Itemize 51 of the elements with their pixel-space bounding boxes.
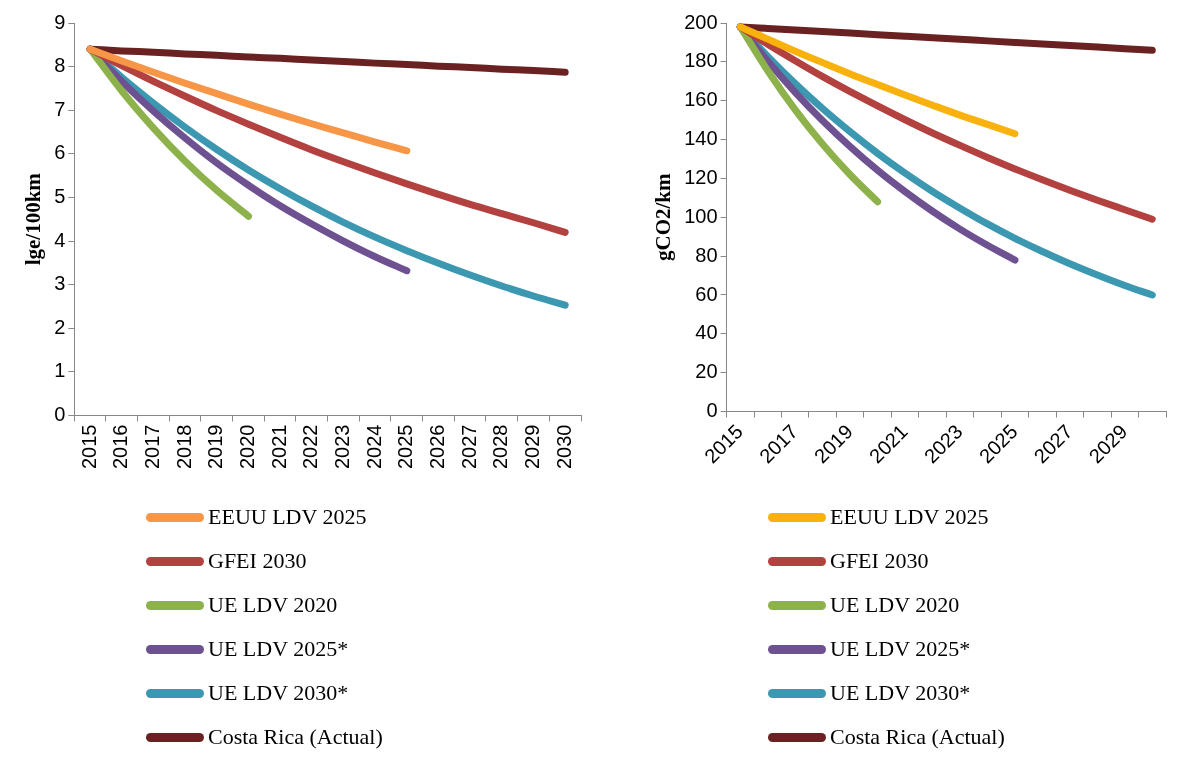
y-tick-label: 120 bbox=[684, 165, 718, 188]
x-tick-label: 2024 bbox=[362, 424, 385, 470]
y-tick-label: 80 bbox=[695, 243, 718, 266]
legend-label: Costa Rica (Actual) bbox=[208, 724, 383, 750]
legend-label: EEUU LDV 2025 bbox=[208, 504, 367, 530]
y-tick-label: 140 bbox=[684, 127, 718, 150]
x-tick-label: 2025 bbox=[394, 424, 417, 470]
y-tick-label: 7 bbox=[54, 97, 66, 120]
y-tick-label: 20 bbox=[695, 360, 718, 383]
x-tick-label: 2015 bbox=[77, 424, 100, 470]
x-tick-label: 2016 bbox=[109, 424, 132, 470]
legend-label: UE LDV 2020 bbox=[830, 592, 960, 618]
x-tick-label: 2028 bbox=[489, 424, 512, 470]
y-tick-label: 6 bbox=[54, 141, 66, 164]
y-tick-label: 4 bbox=[54, 228, 66, 251]
x-tick-label: 2021 bbox=[267, 424, 290, 470]
x-tick-label: 2019 bbox=[204, 424, 227, 470]
y-tick-label: 3 bbox=[54, 272, 66, 295]
x-tick-label: 2022 bbox=[299, 424, 322, 470]
x-tick-label: 2018 bbox=[172, 424, 195, 470]
y-axis-title: lge/100km bbox=[21, 172, 46, 266]
legend-label: UE LDV 2020 bbox=[208, 592, 338, 618]
x-tick-label: 2027 bbox=[457, 424, 480, 470]
legend-label: Costa Rica (Actual) bbox=[830, 724, 1005, 750]
x-tick-label: 2023 bbox=[331, 424, 354, 470]
y-tick-label: 160 bbox=[684, 88, 718, 111]
y-tick-label: 200 bbox=[684, 10, 718, 33]
y-tick-label: 0 bbox=[54, 403, 66, 426]
y-tick-label: 8 bbox=[54, 54, 66, 77]
legend-label: UE LDV 2025* bbox=[830, 636, 971, 662]
legend-label: UE LDV 2030* bbox=[208, 680, 349, 706]
y-tick-label: 2 bbox=[54, 315, 66, 338]
y-tick-label: 180 bbox=[684, 49, 718, 72]
legend-label: UE LDV 2030* bbox=[830, 680, 971, 706]
legend-label: GFEI 2030 bbox=[208, 548, 307, 574]
x-tick-label: 2026 bbox=[426, 424, 449, 470]
y-tick-label: 0 bbox=[706, 399, 718, 422]
x-tick-label: 2030 bbox=[552, 424, 575, 470]
legend-label: UE LDV 2025* bbox=[208, 636, 349, 662]
x-tick-label: 2029 bbox=[521, 424, 544, 470]
y-tick-label: 100 bbox=[684, 204, 718, 227]
legend-label: GFEI 2030 bbox=[830, 548, 929, 574]
legend-label: EEUU LDV 2025 bbox=[830, 504, 989, 530]
x-tick-label: 2020 bbox=[236, 424, 259, 470]
y-tick-label: 9 bbox=[54, 10, 66, 33]
y-tick-label: 5 bbox=[54, 184, 66, 207]
y-tick-label: 60 bbox=[695, 282, 718, 305]
y-tick-label: 1 bbox=[54, 359, 66, 382]
y-axis-title: gCO2/km bbox=[651, 173, 676, 262]
y-tick-label: 40 bbox=[695, 321, 718, 344]
x-tick-label: 2017 bbox=[141, 424, 164, 470]
